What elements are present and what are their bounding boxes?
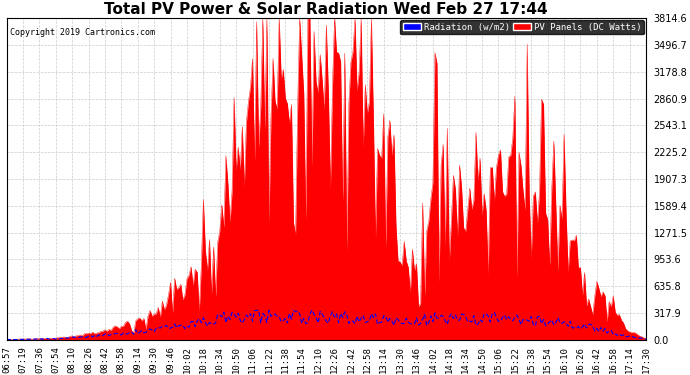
Text: Copyright 2019 Cartronics.com: Copyright 2019 Cartronics.com [10, 28, 155, 37]
Title: Total PV Power & Solar Radiation Wed Feb 27 17:44: Total PV Power & Solar Radiation Wed Feb… [104, 2, 548, 17]
Legend: Radiation (w/m2), PV Panels (DC Watts): Radiation (w/m2), PV Panels (DC Watts) [400, 20, 644, 34]
